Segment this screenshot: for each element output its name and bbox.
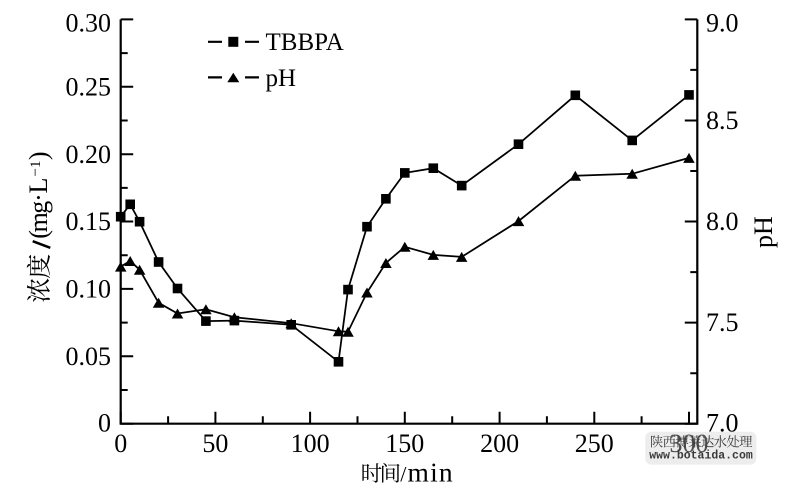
svg-text:8.0: 8.0 xyxy=(706,207,739,236)
svg-text:m: m xyxy=(24,212,53,232)
svg-text:·: · xyxy=(24,193,53,202)
svg-text:250: 250 xyxy=(575,429,614,458)
svg-text:g: g xyxy=(24,201,53,214)
svg-text:(: ( xyxy=(24,230,53,239)
svg-text:0.25: 0.25 xyxy=(66,72,112,101)
svg-text:8.5: 8.5 xyxy=(706,106,739,135)
svg-text:0.05: 0.05 xyxy=(66,342,112,371)
svg-text:0.15: 0.15 xyxy=(66,207,112,236)
svg-text:0: 0 xyxy=(114,429,127,458)
svg-text:min: min xyxy=(408,456,454,487)
svg-text:0: 0 xyxy=(98,408,111,437)
svg-text:0.30: 0.30 xyxy=(66,9,112,38)
svg-text:): ) xyxy=(24,151,53,160)
svg-text:TBBPA: TBBPA xyxy=(266,29,344,56)
svg-text:pH: pH xyxy=(749,216,778,248)
svg-text:7.0: 7.0 xyxy=(706,408,739,437)
svg-text:200: 200 xyxy=(480,429,519,458)
svg-text:−1: −1 xyxy=(28,161,44,177)
svg-text:/: / xyxy=(400,461,407,486)
svg-text:0.10: 0.10 xyxy=(66,275,112,304)
svg-text:pH: pH xyxy=(266,65,297,92)
svg-text:150: 150 xyxy=(385,429,424,458)
svg-text:50: 50 xyxy=(202,429,228,458)
svg-text:300: 300 xyxy=(670,429,709,458)
svg-text:9.0: 9.0 xyxy=(706,9,739,38)
svg-text:L: L xyxy=(24,178,53,194)
svg-text:www.botaida.com: www.botaida.com xyxy=(649,450,753,463)
svg-text:7.5: 7.5 xyxy=(706,308,739,337)
svg-text:0.20: 0.20 xyxy=(66,140,112,169)
svg-text:100: 100 xyxy=(291,429,330,458)
